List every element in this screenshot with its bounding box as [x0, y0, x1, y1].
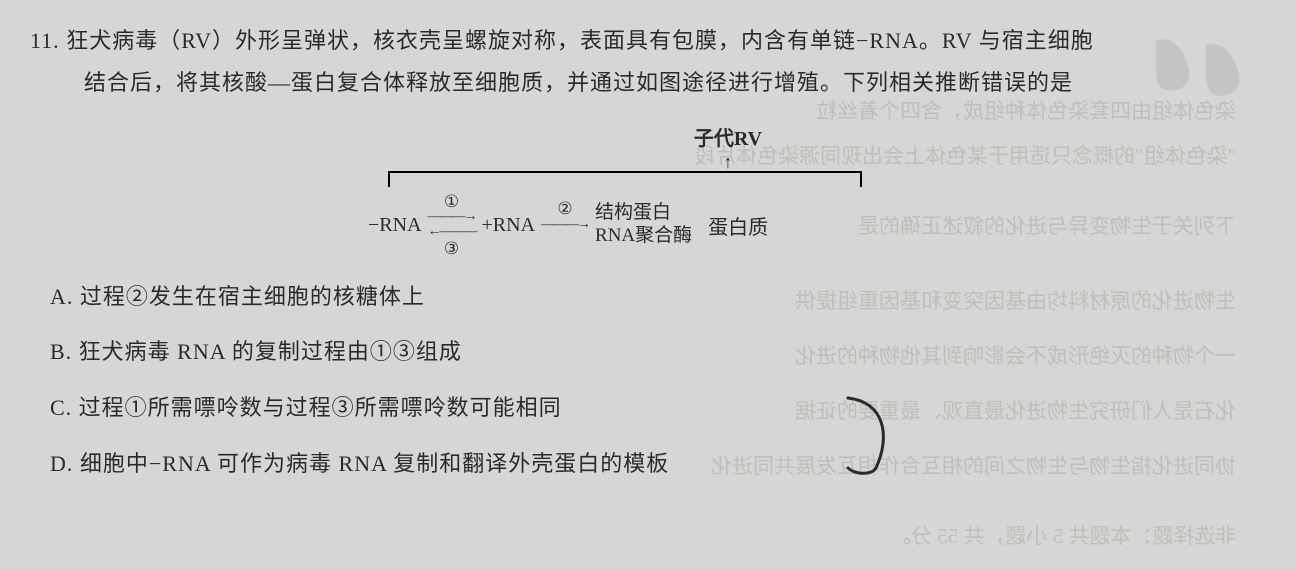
- up-arrow-icon: ↑: [528, 153, 928, 171]
- question-line-1: 11. 狂犬病毒（RV）外形呈弹状，核衣壳呈螺旋对称，表面具有包膜，内含有单链−…: [30, 20, 1266, 62]
- question-number: 11.: [30, 28, 60, 53]
- reaction-1-3: ① ———→ ←——— ③: [428, 193, 476, 258]
- question-text-1: 狂犬病毒（RV）外形呈弹状，核衣壳呈螺旋对称，表面具有包膜，内含有单链−RNA。…: [66, 28, 1094, 53]
- step-3-label: ③: [444, 240, 459, 258]
- option-b: B. 狂犬病毒 RNA 的复制过程由①③组成: [30, 331, 1266, 373]
- rna-polymerase-label: RNA聚合酶: [595, 225, 692, 248]
- minus-rna-label: −RNA: [368, 214, 422, 237]
- ghost-text: 非选择题：本题共 5 小题，共 55 分。: [890, 520, 1237, 550]
- diagram-row: −RNA ① ———→ ←——— ③ +RNA ② ———→ _ 结构蛋白 RN…: [368, 193, 928, 258]
- arrow-left-icon: ←———: [428, 225, 476, 240]
- arrow-right-2-icon: ———→: [541, 218, 589, 233]
- step-2-label: ②: [557, 200, 572, 218]
- protein-label: 蛋白质: [708, 211, 768, 240]
- diagram-top-label: 子代RV: [528, 122, 928, 151]
- products-column: 结构蛋白 RNA聚合酶: [595, 202, 692, 248]
- options-list: A. 过程②发生在宿主细胞的核糖体上 B. 狂犬病毒 RNA 的复制过程由①③组…: [30, 276, 1266, 485]
- option-d: D. 细胞中−RNA 可作为病毒 RNA 复制和翻译外壳蛋白的模板: [30, 443, 1266, 485]
- step-1-label: ①: [444, 193, 459, 211]
- plus-rna-label: +RNA: [482, 214, 536, 237]
- question-line-2: 结合后，将其核酸—蛋白复合体释放至细胞质，并通过如图途径进行增殖。下列相关推断错…: [30, 62, 1266, 104]
- option-a: A. 过程②发生在宿主细胞的核糖体上: [30, 276, 1266, 318]
- arrow-right-icon: ———→: [428, 210, 476, 225]
- replication-diagram: 子代RV ↑ −RNA ① ———→ ←——— ③ +RNA ② ———→ _ …: [368, 122, 928, 258]
- diagram-bracket: [388, 171, 862, 187]
- reaction-2: ② ———→ _: [541, 200, 589, 250]
- option-c: C. 过程①所需嘌呤数与过程③所需嘌呤数可能相同: [30, 387, 1266, 429]
- struct-protein-label: 结构蛋白: [595, 202, 692, 225]
